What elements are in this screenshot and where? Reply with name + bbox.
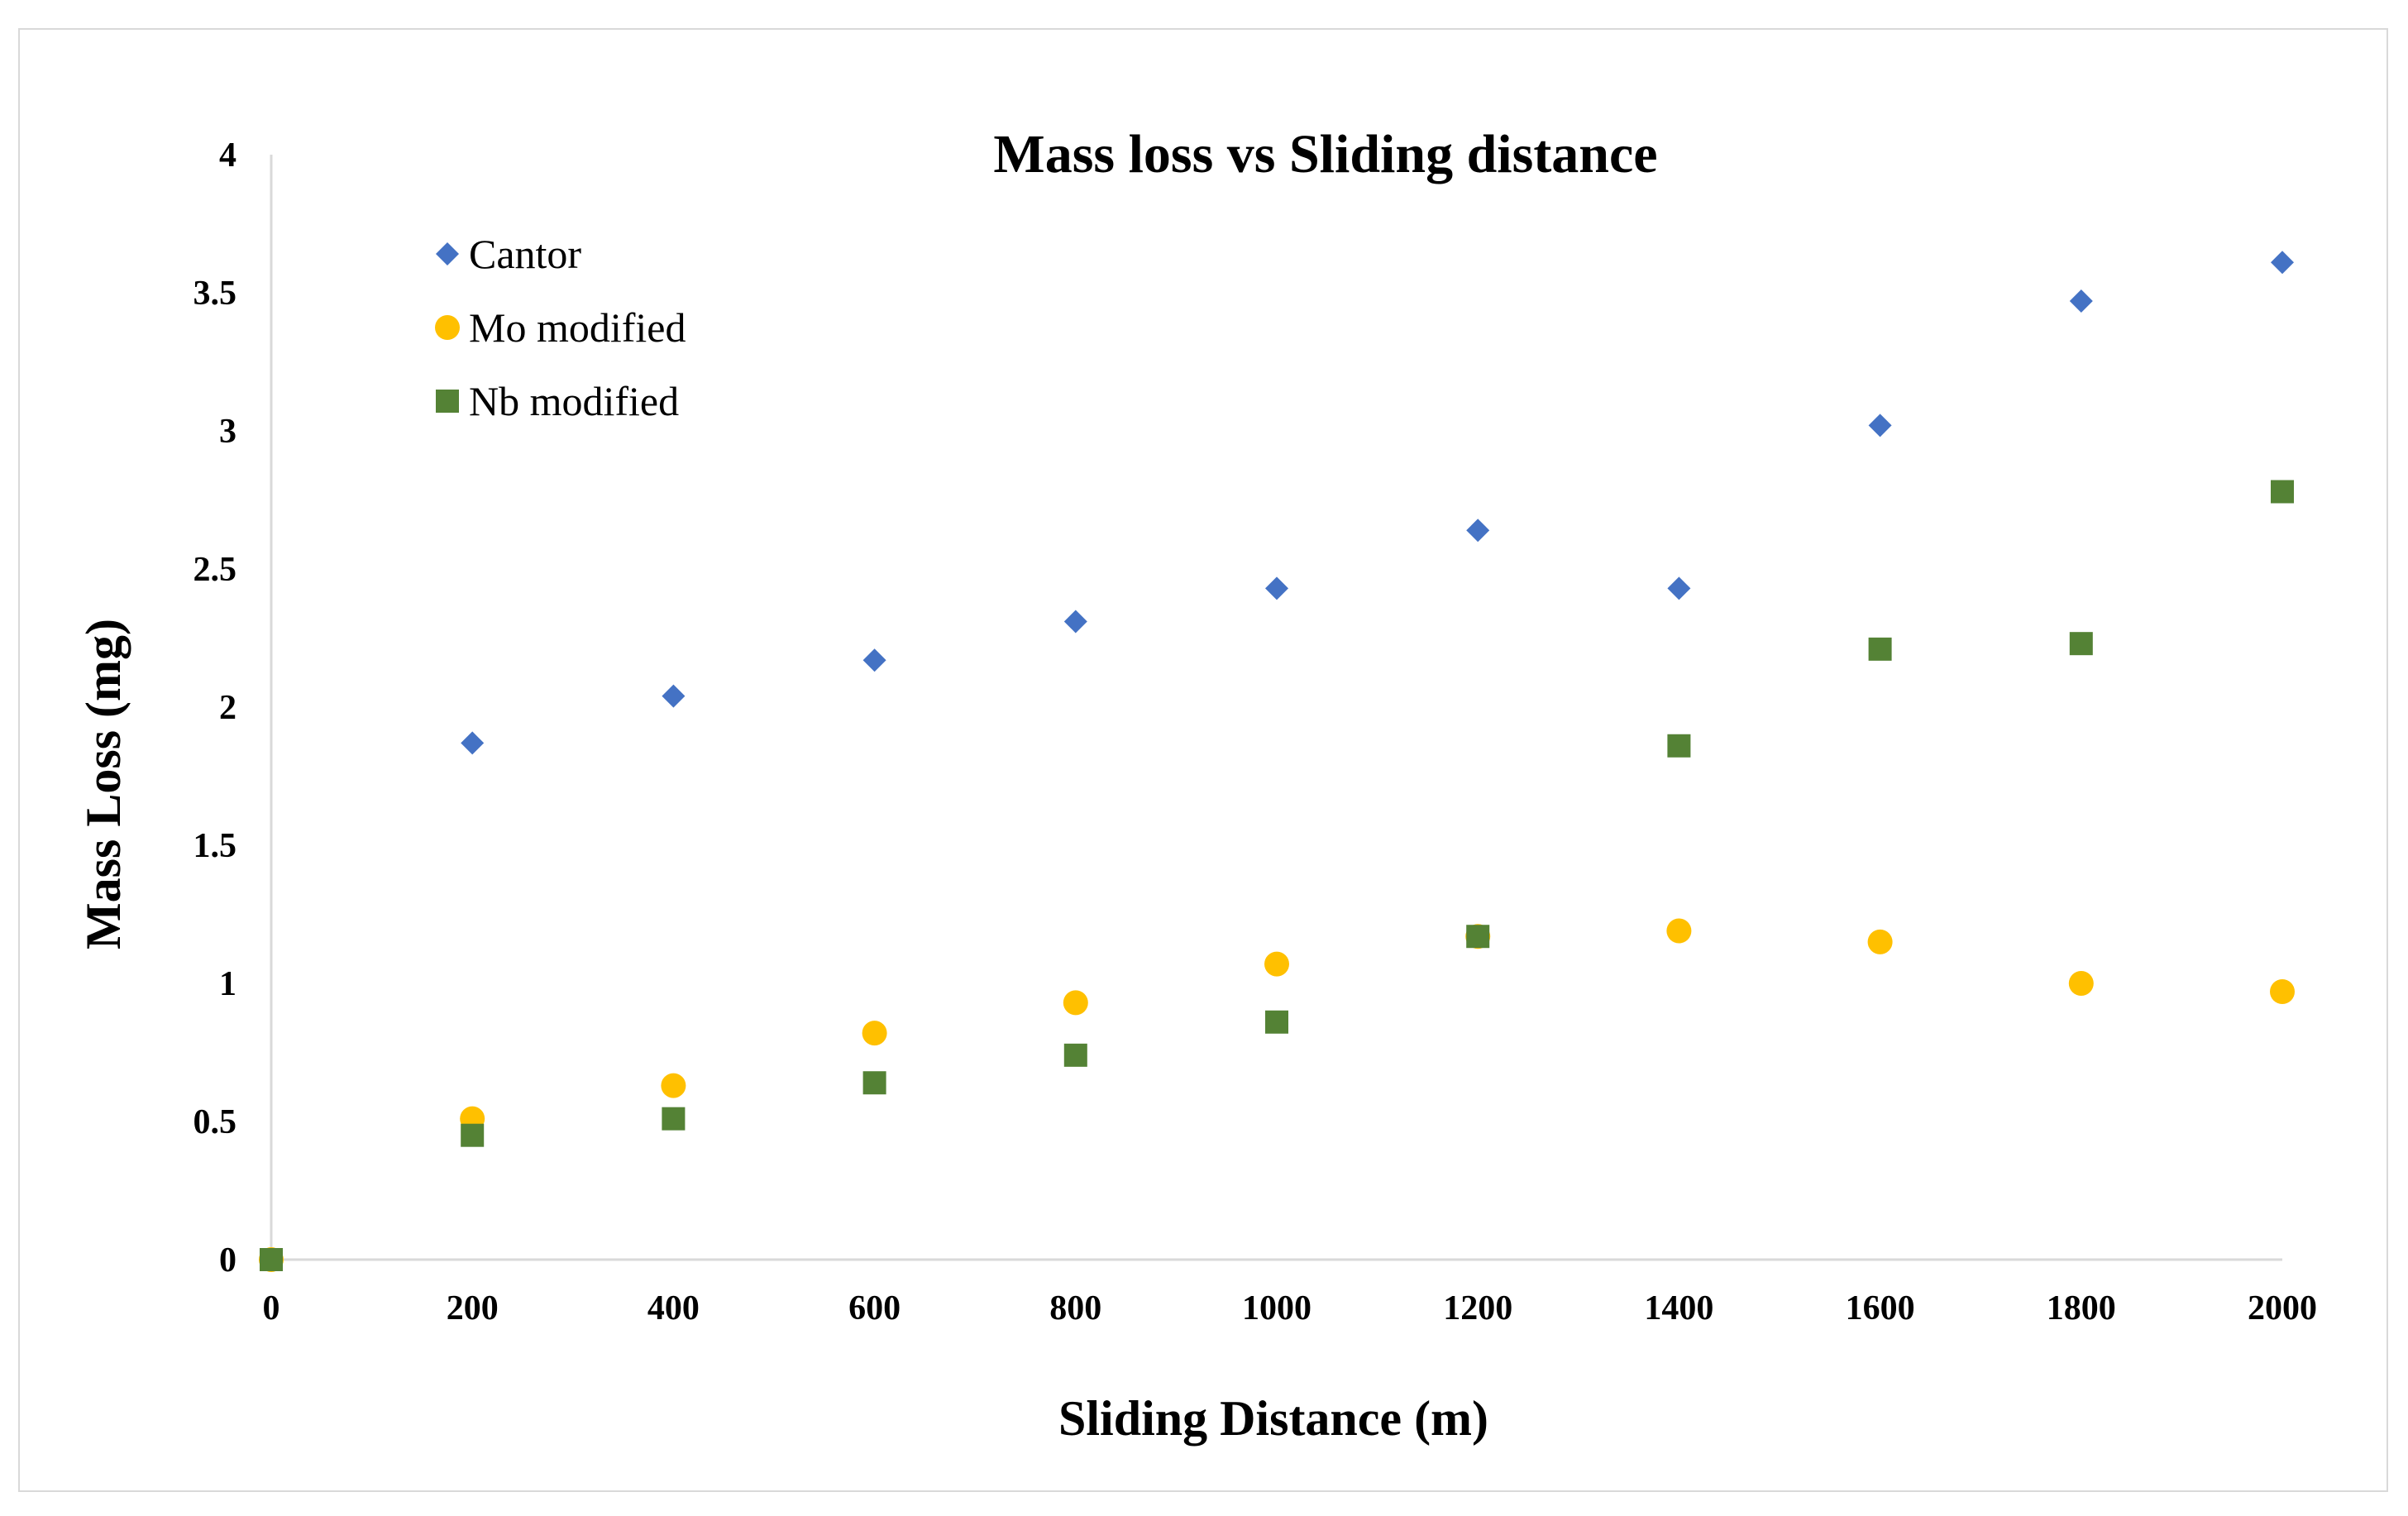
nb-modified-point (1667, 734, 1691, 758)
x-tick-label: 2000 (2248, 1289, 2317, 1327)
y-tick-label: 3.5 (194, 275, 237, 313)
legend-label: Nb modified (469, 378, 679, 424)
y-tick-label: 1 (219, 965, 236, 1003)
mo-modified-point (1666, 918, 1692, 944)
mo-modified-point (2270, 979, 2295, 1005)
nb-modified-point (1063, 1043, 1087, 1067)
nb-modified-point (260, 1248, 283, 1271)
chart-title: Mass loss vs Sliding distance (993, 124, 1657, 184)
cantor-point (1667, 576, 1691, 600)
nb-modified-point (862, 1071, 886, 1095)
cantor-point (862, 648, 886, 672)
x-tick-label: 1000 (1242, 1289, 1312, 1327)
axes (270, 155, 2282, 1261)
cantor-point (461, 731, 485, 755)
legend-item-mo-modified: Mo modified (435, 304, 686, 351)
y-tick-label: 2 (219, 689, 236, 727)
nb-modified-point (461, 1123, 485, 1147)
y-tick-label: 0.5 (194, 1103, 237, 1141)
series-cantor (260, 251, 2294, 1271)
x-tick-label: 1400 (1644, 1289, 1713, 1327)
cantor-point (2271, 251, 2294, 275)
x-tick-labels: 0 200 400 600 800 1000 1200 1400 1600 1800 2000 (263, 1289, 2318, 1327)
y-tick-label: 0 (219, 1241, 236, 1279)
mo-modified-point (2068, 971, 2094, 996)
mo-modified-point (1063, 990, 1088, 1016)
legend-marker (436, 242, 459, 265)
y-tick-label: 4 (219, 136, 236, 175)
legend-marker (436, 390, 459, 413)
y-tick-labels: 0 0.5 1 1.5 2 2.5 3 3.5 4 (194, 136, 237, 1279)
x-tick-label: 600 (848, 1289, 901, 1327)
legend-item-cantor: Cantor (436, 231, 581, 277)
legend-label: Cantor (469, 231, 581, 277)
series-mo-modified (259, 918, 2295, 1272)
legend: Cantor Mo modified Nb modified (435, 231, 686, 424)
cantor-point (662, 684, 686, 708)
x-tick-label: 400 (647, 1289, 700, 1327)
x-tick-label: 800 (1049, 1289, 1101, 1327)
cantor-point (1466, 519, 1490, 543)
mo-modified-point (661, 1073, 686, 1098)
legend-label: Mo modified (469, 304, 686, 351)
nb-modified-point (1265, 1010, 1288, 1034)
nb-modified-point (1868, 637, 1892, 661)
y-tick-label: 3 (219, 413, 236, 451)
y-tick-label: 1.5 (194, 827, 237, 865)
cantor-point (1265, 576, 1288, 600)
legend-marker (435, 315, 460, 340)
x-tick-label: 1200 (1443, 1289, 1512, 1327)
y-axis-label: Mass Loss (mg) (76, 619, 131, 949)
x-tick-label: 200 (447, 1289, 499, 1327)
cantor-point (1868, 414, 1892, 438)
cantor-point (1063, 610, 1087, 634)
mo-modified-point (1867, 929, 1893, 954)
mo-modified-point (1264, 951, 1289, 977)
cantor-point (2069, 289, 2093, 313)
mo-modified-point (862, 1021, 887, 1046)
chart-frame (18, 28, 2388, 1492)
x-tick-label: 1600 (1846, 1289, 1915, 1327)
nb-modified-point (1466, 925, 1490, 949)
nb-modified-point (662, 1107, 686, 1131)
nb-modified-point (2069, 632, 2093, 656)
y-tick-label: 2.5 (194, 551, 237, 589)
series-nb-modified (260, 480, 2294, 1271)
x-tick-label: 0 (263, 1289, 280, 1327)
legend-item-nb-modified: Nb modified (436, 378, 679, 424)
data-points (259, 251, 2295, 1272)
x-axis-label: Sliding Distance (m) (1058, 1391, 1488, 1446)
nb-modified-point (2271, 480, 2294, 504)
x-tick-label: 1800 (2047, 1289, 2116, 1327)
